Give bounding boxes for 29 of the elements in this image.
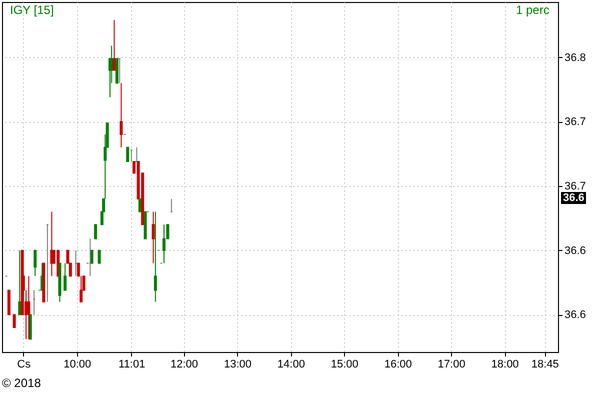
x-tick-label: 16:00 [384,358,412,370]
y-tick-label: 36.7 [564,116,586,128]
candlestick [115,58,118,84]
x-tick-label: 15:00 [330,358,358,370]
x-tick-label: 13:00 [224,358,252,370]
candlestick [144,211,147,240]
y-tick-label: 36.8 [564,52,586,64]
x-tick-label: 14:00 [277,358,305,370]
candlestick [28,314,32,340]
candlestick [7,290,10,316]
x-tick-label: 11:01 [118,358,146,370]
y-tick-label: 36.7 [564,180,586,193]
x-tick-label: 12:00 [170,358,198,370]
x-tick-label: 10:00 [64,358,92,370]
y-tick-label: 36.6 [564,244,586,257]
candlestick [94,224,98,240]
text: © 2018 [2,376,41,390]
candlestick [90,250,94,264]
x-tick-label: 17:00 [438,358,466,370]
y-tick-label: 36.6 [564,309,586,322]
x-tick-label: 18:00 [491,358,519,370]
candlestick [12,314,16,328]
chart-title: IGY [15] [10,3,54,17]
chart-subtitle: 1 perc [516,3,550,17]
candlestick [98,250,101,264]
x-tick-label: 18:45 [531,358,559,370]
candlestick [126,146,130,162]
x-tick-label: Cs [17,358,32,370]
candlestick [42,262,46,302]
